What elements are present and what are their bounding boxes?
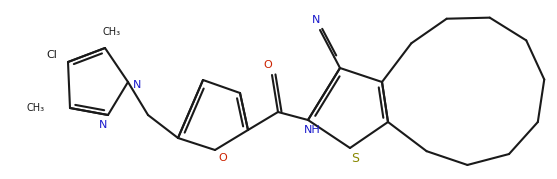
Text: Cl: Cl <box>47 50 57 60</box>
Text: O: O <box>219 153 227 163</box>
Text: O: O <box>263 60 272 70</box>
Text: CH₃: CH₃ <box>27 103 45 113</box>
Text: N: N <box>133 80 141 90</box>
Text: N: N <box>312 15 320 25</box>
Text: NH: NH <box>304 125 320 135</box>
Text: CH₃: CH₃ <box>103 27 121 37</box>
Text: S: S <box>351 151 359 165</box>
Text: N: N <box>99 120 107 130</box>
